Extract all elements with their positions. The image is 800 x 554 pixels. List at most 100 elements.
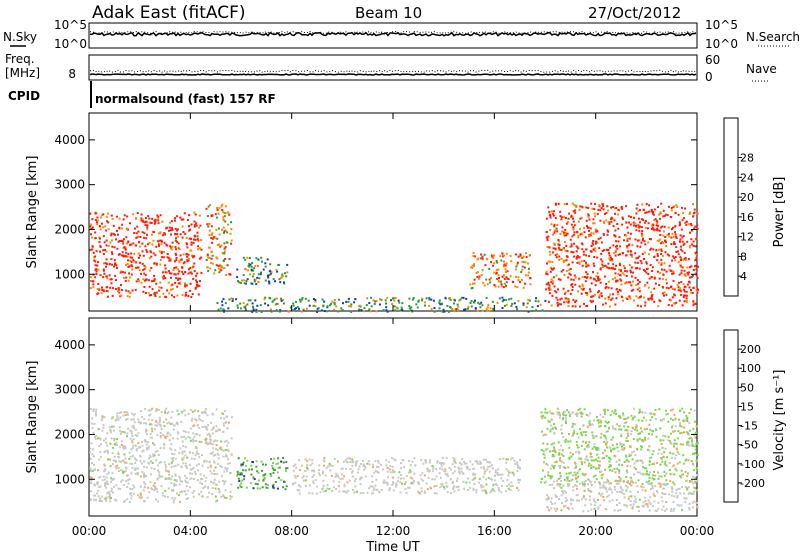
velocity-cell bbox=[134, 458, 137, 461]
velocity-cell bbox=[560, 486, 563, 489]
velocity-cell bbox=[93, 483, 96, 486]
velocity-cell bbox=[543, 481, 546, 484]
power-cell bbox=[480, 253, 483, 256]
power-cell bbox=[105, 239, 108, 242]
velocity-cell bbox=[688, 508, 691, 511]
velocity-cell bbox=[620, 433, 623, 436]
power-cell bbox=[137, 266, 139, 269]
power-cell bbox=[549, 229, 552, 231]
velocity-cell bbox=[625, 417, 628, 420]
velocity-cell bbox=[240, 482, 243, 485]
power-cell bbox=[143, 268, 146, 270]
velocity-cell bbox=[240, 472, 243, 475]
velocity-cell bbox=[215, 425, 218, 428]
velocity-cell bbox=[676, 462, 679, 465]
velocity-cell bbox=[152, 489, 155, 492]
velocity-cell bbox=[435, 492, 438, 495]
power-cell bbox=[636, 288, 639, 291]
power-cell bbox=[665, 245, 668, 248]
velocity-cell bbox=[605, 438, 608, 441]
power-cell bbox=[90, 233, 92, 236]
velocity-cell bbox=[229, 472, 232, 474]
power-cell bbox=[683, 294, 686, 297]
velocity-cell bbox=[216, 449, 219, 452]
velocity-cell bbox=[250, 464, 253, 467]
velocity-cell bbox=[543, 456, 546, 459]
power-cell bbox=[589, 234, 592, 237]
velocity-cell bbox=[660, 496, 663, 499]
power-cell bbox=[607, 280, 610, 283]
velocity-cell bbox=[111, 491, 114, 494]
power-cell bbox=[576, 246, 579, 249]
velocity-cell bbox=[678, 487, 681, 490]
power-cell bbox=[580, 232, 583, 235]
velocity-cell bbox=[606, 422, 609, 424]
power-cell bbox=[608, 254, 611, 257]
power-cell bbox=[275, 297, 278, 300]
velocity-cell bbox=[144, 408, 147, 410]
power-cell bbox=[690, 229, 693, 232]
velocity-cell bbox=[158, 420, 161, 423]
velocity-cell bbox=[688, 502, 691, 505]
power-cell bbox=[644, 284, 647, 287]
power-cell bbox=[577, 236, 580, 239]
velocity-cell bbox=[626, 440, 629, 442]
power-cell bbox=[174, 217, 177, 220]
power-cell bbox=[625, 221, 628, 224]
velocity-cell bbox=[546, 505, 549, 508]
power-cell bbox=[554, 290, 557, 293]
velocity-cell bbox=[208, 461, 211, 464]
noise-left-tick-bottom: 10^0 bbox=[54, 37, 87, 51]
power-cell bbox=[524, 282, 527, 285]
power-cell bbox=[94, 264, 97, 267]
power-cell bbox=[197, 248, 200, 251]
power-cell bbox=[614, 207, 617, 210]
power-cell bbox=[124, 248, 127, 251]
velocity-cell bbox=[282, 486, 285, 489]
velocity-cell bbox=[351, 459, 354, 462]
velocity-cell bbox=[163, 424, 166, 427]
velocity-cell bbox=[494, 471, 497, 474]
power-cell bbox=[175, 248, 177, 251]
power-cell bbox=[110, 232, 113, 235]
velocity-cell bbox=[107, 458, 109, 461]
velocity-cell bbox=[306, 460, 309, 463]
velocity-cell bbox=[634, 428, 636, 431]
velocity-cell bbox=[155, 498, 157, 501]
power-cell bbox=[127, 253, 130, 255]
velocity-cell bbox=[179, 491, 182, 494]
velocity-cell bbox=[468, 468, 471, 471]
power-cell bbox=[595, 242, 597, 245]
velocity-cell bbox=[475, 489, 478, 492]
velocity-cell bbox=[262, 480, 265, 482]
velocity-cell bbox=[511, 484, 514, 487]
power-cell bbox=[659, 211, 662, 214]
velocity-cell bbox=[155, 410, 158, 413]
velocity-cell bbox=[649, 502, 652, 505]
power-cell bbox=[96, 221, 98, 224]
power-cell bbox=[660, 202, 663, 205]
velocity-cell bbox=[104, 437, 107, 440]
power-cell bbox=[89, 225, 92, 228]
velocity-cell bbox=[688, 506, 691, 509]
velocity-cell bbox=[175, 479, 178, 482]
velocity-cell bbox=[465, 462, 468, 465]
power-cell bbox=[178, 277, 181, 280]
power-cell bbox=[663, 291, 666, 294]
velocity-cell bbox=[193, 471, 196, 473]
velocity-cell bbox=[195, 452, 198, 454]
velocity-cell bbox=[191, 472, 194, 475]
power-cell bbox=[171, 241, 174, 244]
velocity-cell bbox=[474, 460, 477, 463]
velocity-cell bbox=[577, 469, 580, 472]
velocity-cell bbox=[339, 478, 342, 480]
velocity-cell bbox=[548, 410, 551, 413]
velocity-cell bbox=[497, 468, 500, 471]
power-cell bbox=[648, 277, 651, 280]
velocity-cell bbox=[553, 464, 556, 467]
power-cell bbox=[157, 215, 160, 218]
power-cell bbox=[671, 270, 674, 273]
power-cell bbox=[567, 217, 570, 220]
velocity-cell bbox=[398, 471, 401, 474]
power-cell bbox=[653, 219, 656, 222]
